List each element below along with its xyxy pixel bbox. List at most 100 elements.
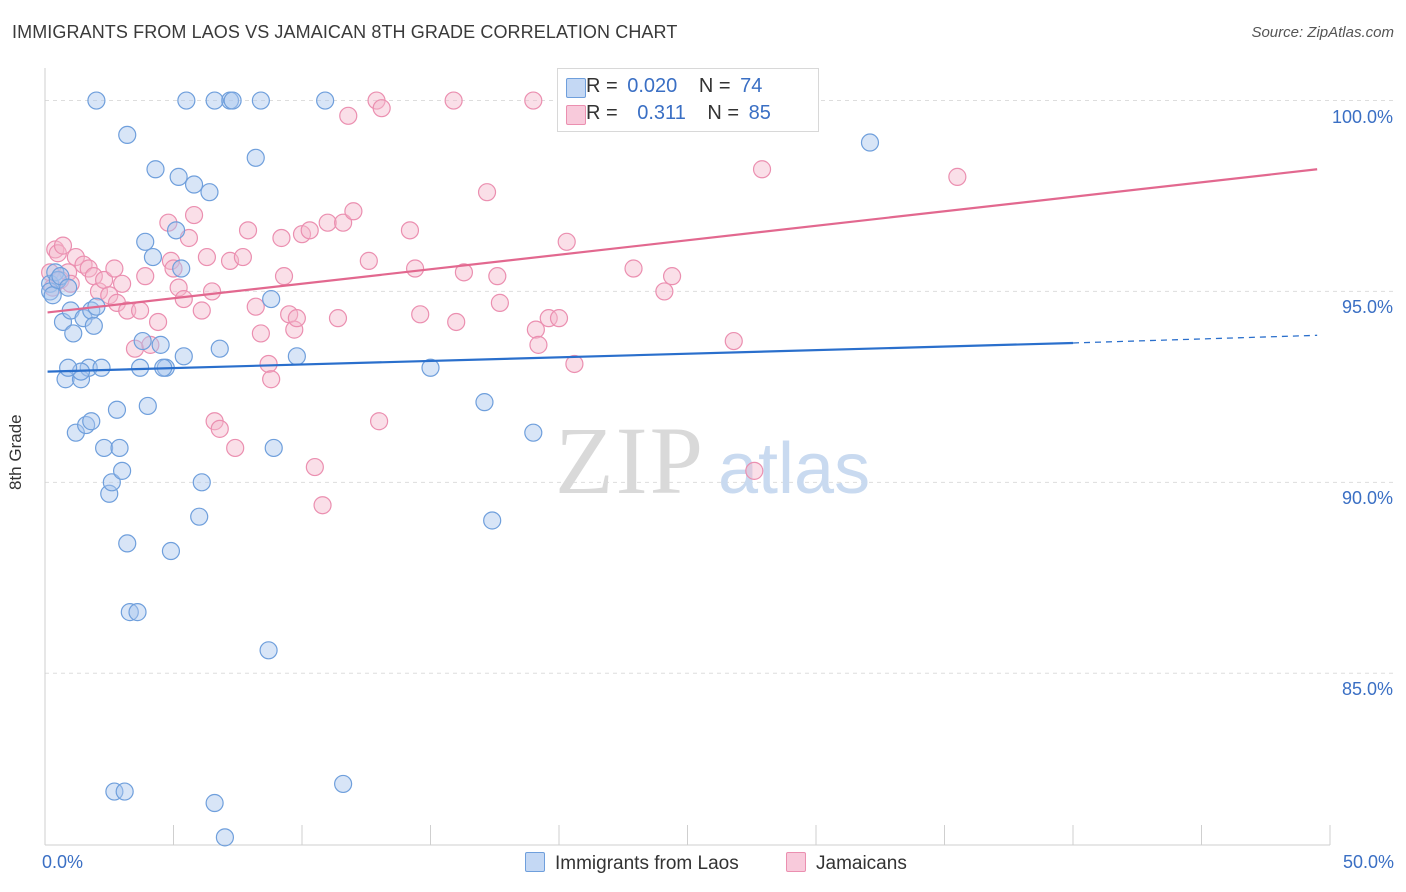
data-point: [318, 213, 337, 232]
n-value-laos: 74: [740, 75, 763, 97]
data-point: [262, 370, 281, 389]
data-point: [112, 461, 132, 480]
data-point: [259, 354, 278, 374]
data-point: [205, 91, 224, 110]
data-point: [53, 236, 73, 255]
data-point: [948, 167, 967, 186]
trend-lines: [47, 168, 1318, 373]
data-point: [125, 339, 145, 358]
data-point: [454, 263, 474, 282]
data-point: [161, 541, 181, 561]
watermark-atlas: atlas: [718, 429, 870, 509]
data-point: [107, 400, 127, 419]
data-point: [328, 309, 348, 328]
data-point: [84, 316, 103, 335]
data-point: [405, 259, 425, 278]
data-point: [148, 312, 168, 332]
data-point: [210, 419, 229, 438]
data-point: [745, 461, 764, 480]
data-point: [59, 358, 78, 377]
data-point: [87, 91, 106, 110]
legend-item-jamaicans[interactable]: Jamaicans: [786, 852, 907, 875]
data-point: [524, 423, 543, 442]
data-point: [92, 358, 111, 377]
legend-swatch-jamaicans: [566, 105, 586, 125]
data-point: [233, 247, 252, 267]
data-point: [197, 247, 217, 267]
data-point: [724, 331, 743, 351]
watermark: ZIP atlas: [555, 407, 870, 514]
y-tick-label: 90.0%: [1341, 488, 1393, 509]
data-point: [112, 274, 132, 293]
data-point: [143, 247, 163, 267]
legend-swatch-laos: [525, 852, 545, 872]
data-point: [529, 335, 548, 354]
stats-legend-row-laos: R = 0.020 N = 74: [566, 75, 763, 98]
data-point: [192, 473, 211, 492]
data-point: [115, 782, 134, 801]
data-point: [251, 91, 270, 110]
legend-swatch-laos: [566, 78, 586, 98]
data-point: [477, 183, 497, 202]
r-label: R =: [586, 75, 618, 97]
data-point: [475, 393, 494, 412]
y-tick-label: 100.0%: [1331, 106, 1393, 127]
data-point: [316, 91, 335, 110]
data-point: [370, 412, 389, 431]
data-point: [133, 331, 152, 351]
data-point: [159, 213, 178, 232]
data-point: [105, 782, 124, 801]
data-point: [549, 309, 569, 328]
x-tick-label: 0.0%: [42, 852, 84, 872]
data-point: [287, 347, 306, 366]
stats-legend: R = 0.020 N = 74 R = 0.311 N = 85: [557, 68, 819, 132]
source-label: Source: ZipAtlas.com: [1251, 24, 1394, 41]
legend-label-jamaicans: Jamaicans: [816, 853, 907, 874]
data-point: [539, 309, 558, 328]
data-point: [118, 534, 137, 553]
data-point: [82, 412, 101, 431]
data-point: [421, 358, 440, 377]
data-point: [488, 267, 507, 286]
data-point: [64, 324, 83, 343]
data-point: [89, 282, 109, 301]
data-point: [166, 221, 186, 240]
data-point: [272, 228, 291, 248]
data-point: [100, 286, 119, 305]
data-point: [100, 484, 119, 503]
data-point: [66, 423, 85, 442]
data-point: [130, 301, 150, 320]
y-axis-label: 8th Grade: [6, 414, 25, 490]
trend-line-pink: [47, 168, 1318, 314]
data-point: [164, 259, 183, 278]
data-point: [274, 267, 294, 286]
data-point: [246, 148, 265, 167]
data-point: [43, 286, 62, 305]
data-point: [372, 99, 391, 118]
n-label: N =: [707, 102, 740, 124]
series-laos-points: [41, 91, 880, 847]
data-point: [483, 511, 502, 530]
r-label: R =: [586, 102, 618, 124]
data-point: [66, 247, 85, 267]
data-point: [59, 278, 78, 297]
data-point: [752, 160, 772, 179]
data-point: [74, 309, 93, 328]
data-point: [662, 267, 682, 286]
legend-item-laos[interactable]: Immigrants from Laos: [525, 852, 739, 875]
data-point: [136, 267, 155, 286]
data-point: [136, 232, 155, 251]
data-point: [202, 282, 222, 301]
chart-title: IMMIGRANTS FROM LAOS VS JAMAICAN 8TH GRA…: [12, 22, 678, 42]
grid-lines: [45, 100, 1395, 674]
data-point: [655, 282, 674, 301]
data-point: [400, 221, 420, 240]
data-point: [105, 259, 124, 278]
axes: [44, 68, 1331, 846]
data-point: [192, 301, 211, 320]
watermark-zip: ZIP: [555, 407, 705, 514]
data-point: [344, 202, 363, 221]
data-point: [200, 183, 219, 202]
data-point: [860, 133, 880, 152]
